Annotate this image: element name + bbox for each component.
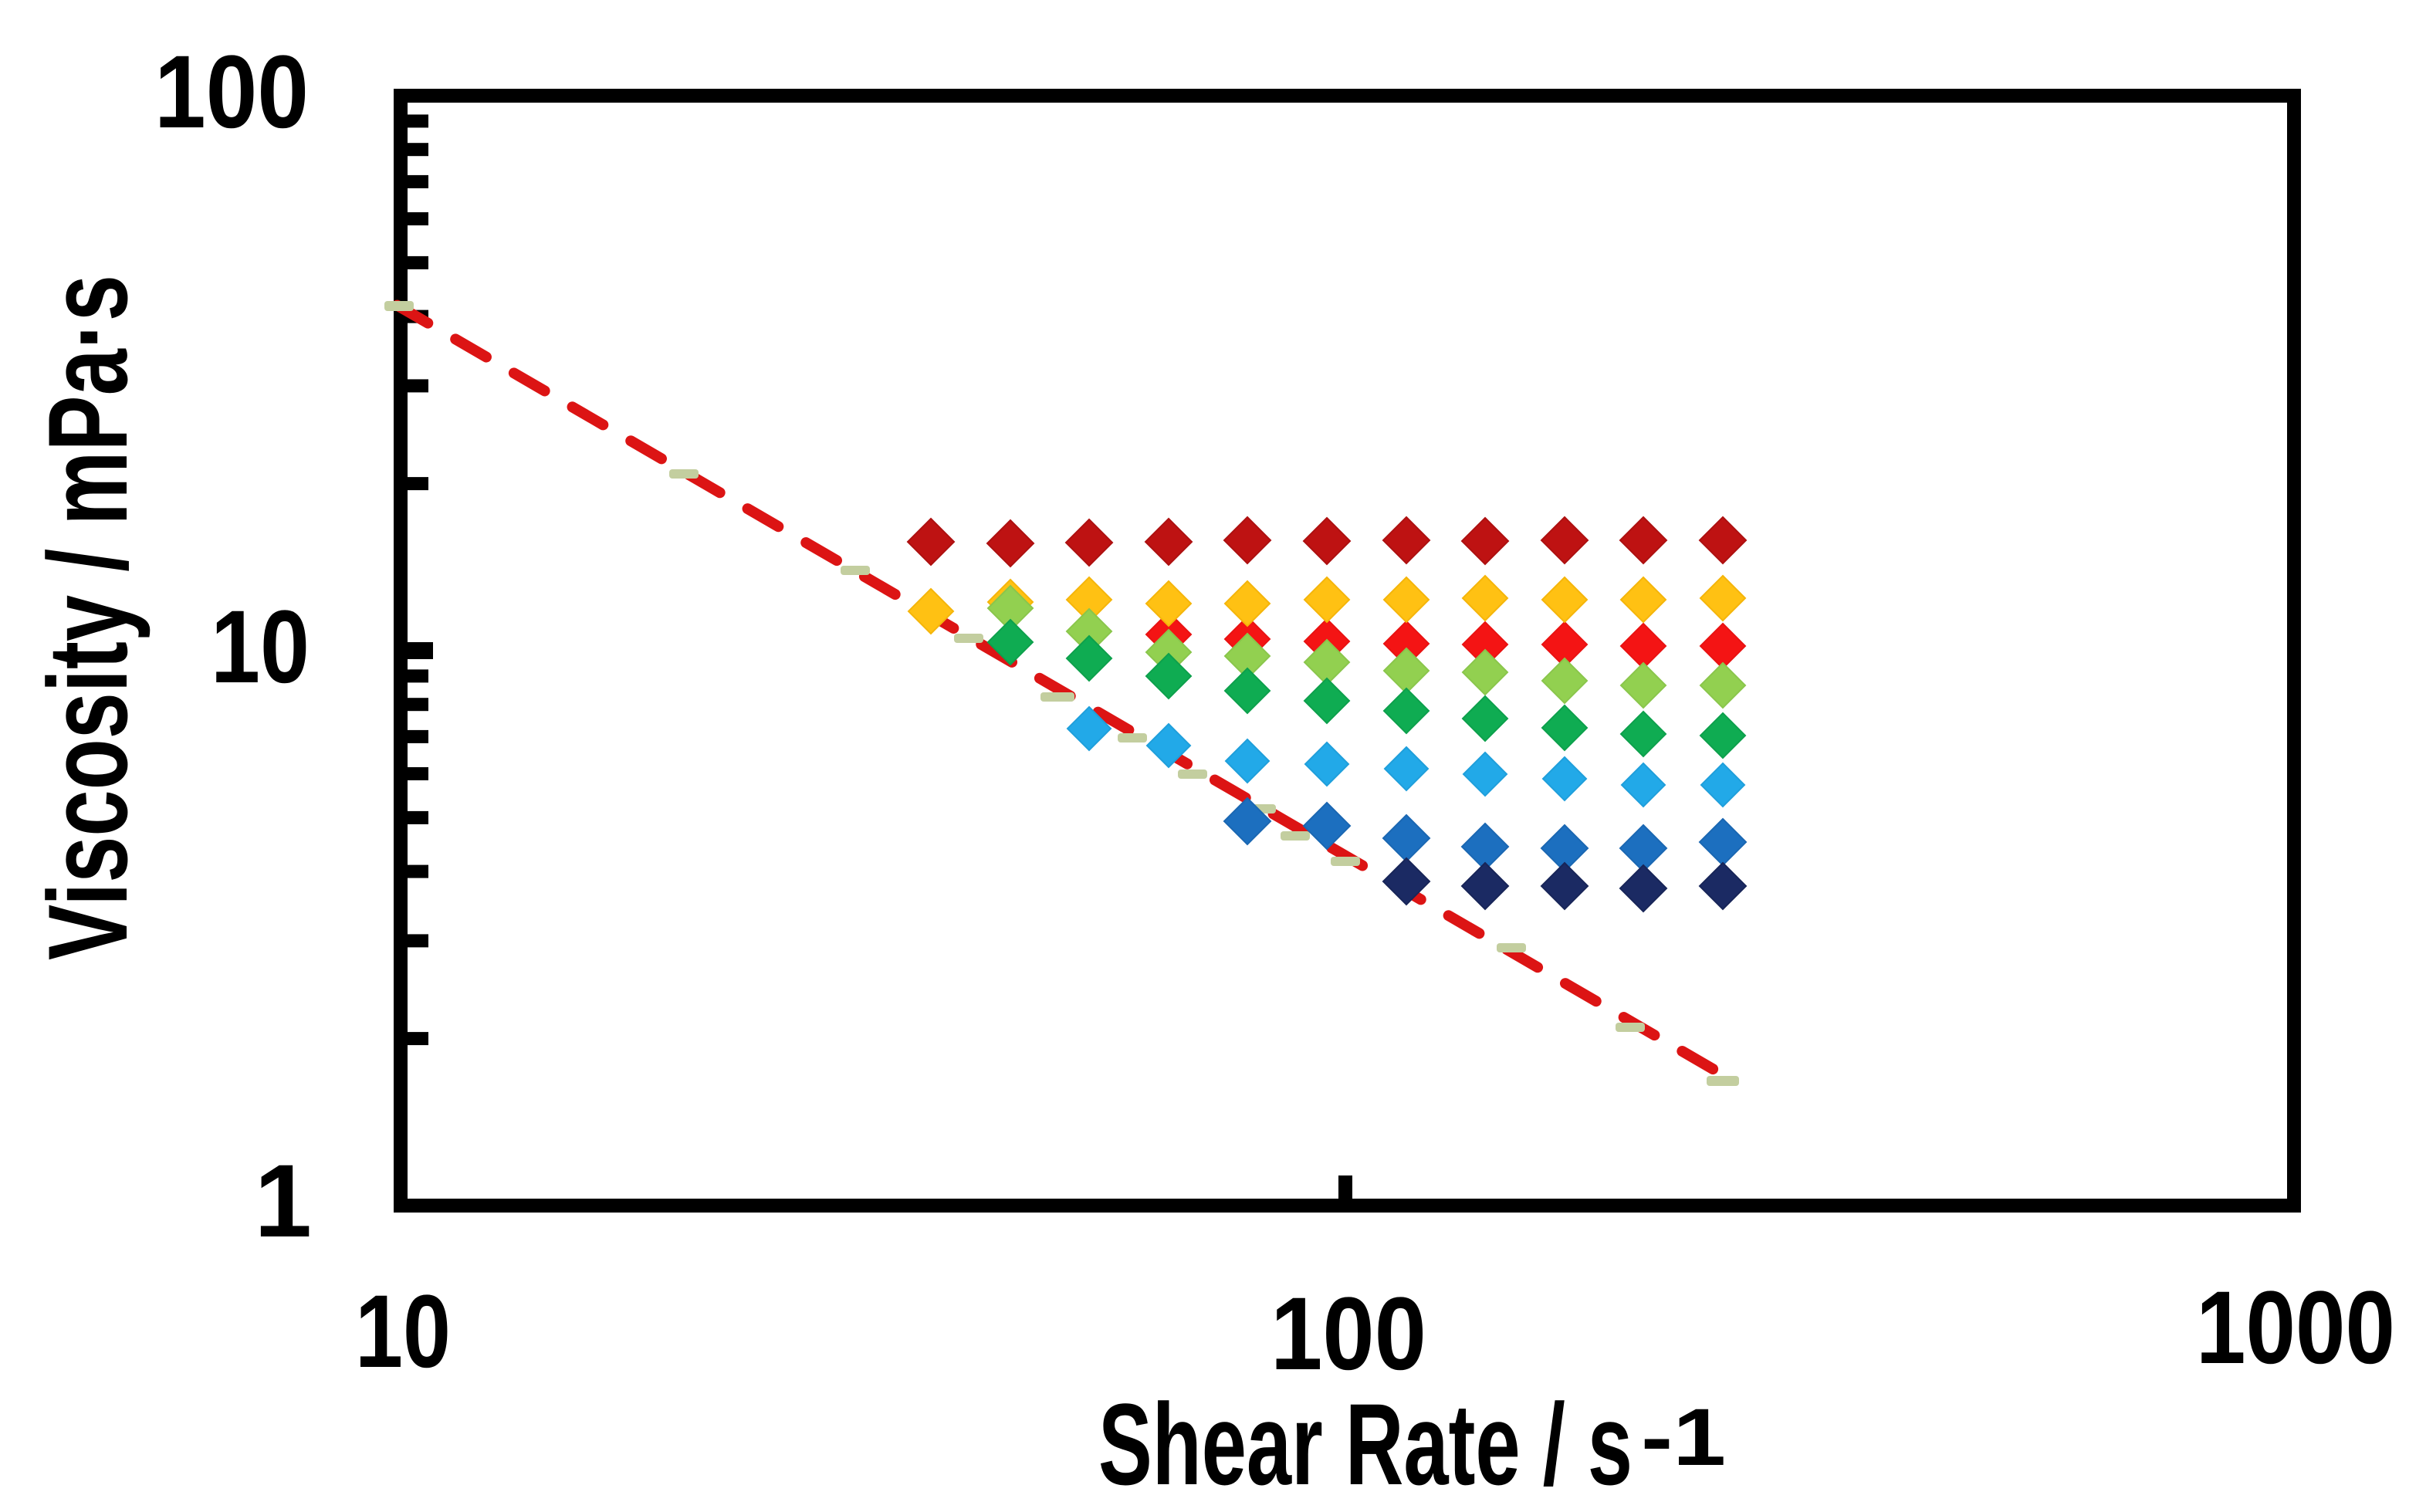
svg-text:100: 100 bbox=[154, 35, 309, 150]
svg-text:Viscosity / mPa·s: Viscosity / mPa·s bbox=[25, 275, 151, 960]
svg-text:10: 10 bbox=[355, 1274, 451, 1389]
svg-text:10: 10 bbox=[211, 590, 310, 705]
svg-text:1: 1 bbox=[254, 1144, 312, 1259]
svg-text:Shear Rate / s: Shear Rate / s bbox=[1098, 1379, 1633, 1509]
svg-text:1000: 1000 bbox=[2196, 1270, 2395, 1385]
svg-text:100: 100 bbox=[1271, 1277, 1426, 1392]
svg-text:-1: -1 bbox=[1641, 1392, 1726, 1483]
